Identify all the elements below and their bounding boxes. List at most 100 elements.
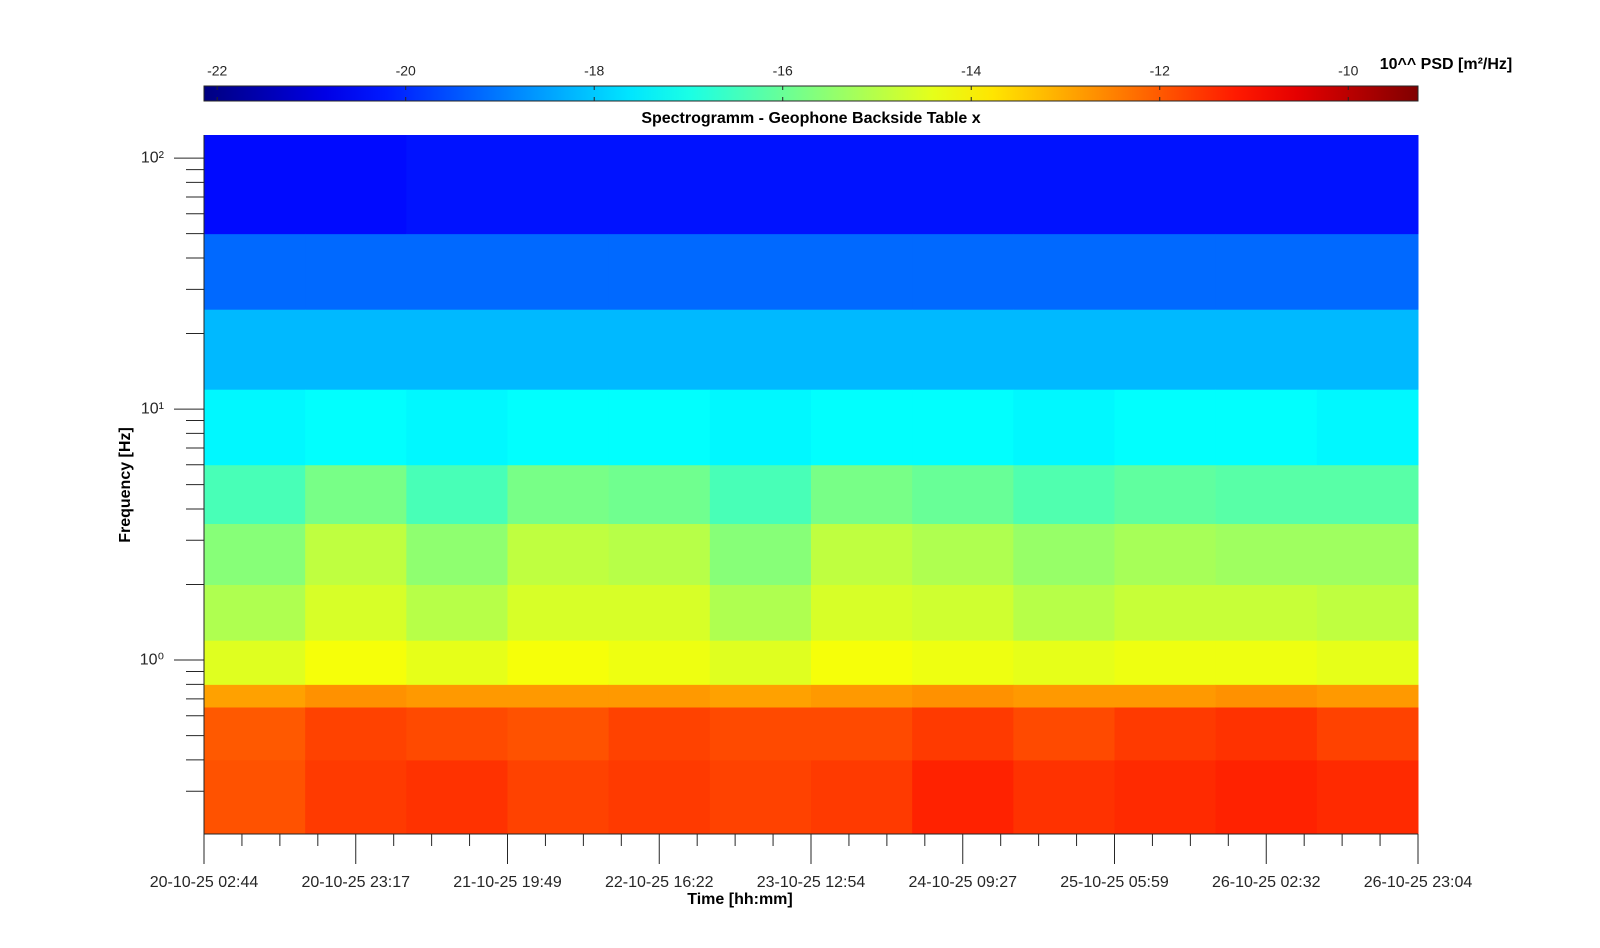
heatmap-cell — [305, 706, 407, 761]
heatmap-cell — [1215, 640, 1318, 685]
heatmap-cell — [912, 233, 1014, 310]
heatmap-cell — [608, 233, 711, 310]
chart-title: Spectrogramm - Geophone Backside Table x — [641, 110, 980, 127]
heatmap-cell — [305, 389, 407, 466]
heatmap-cell — [709, 135, 812, 235]
heatmap-cell — [709, 640, 812, 685]
heatmap-cell — [305, 759, 407, 835]
heatmap-cell — [305, 523, 407, 585]
heatmap-cell — [204, 389, 306, 466]
heatmap-cell — [406, 309, 508, 390]
heatmap-cell — [305, 584, 407, 641]
heatmap-cell — [608, 389, 711, 466]
colorbar-tick-label: -22 — [207, 63, 227, 79]
heatmap-cell — [912, 640, 1014, 685]
heatmap-cell — [507, 233, 610, 310]
heatmap-cell — [1316, 640, 1419, 685]
heatmap-cell — [1114, 233, 1217, 310]
heatmap-cell — [1013, 464, 1115, 524]
heatmap-cell — [507, 523, 610, 585]
heatmap-cell — [406, 523, 508, 585]
x-tick-label: 21-10-25 19:49 — [453, 874, 562, 891]
heatmap-cell — [507, 584, 610, 641]
heatmap-cell — [1316, 706, 1419, 761]
heatmap-cell — [406, 135, 508, 235]
heatmap-cell — [406, 464, 508, 524]
heatmap-cell — [1215, 233, 1318, 310]
heatmap-cell — [1013, 309, 1115, 390]
heatmap-cell — [1316, 759, 1419, 835]
heatmap-cell — [1114, 309, 1217, 390]
colorbar-tick-label: -14 — [961, 63, 981, 79]
heatmap-cell — [1316, 309, 1419, 390]
colorbar-tick-label: -12 — [1150, 63, 1170, 79]
heatmap-cell — [1013, 584, 1115, 641]
heatmap-cell — [1316, 389, 1419, 466]
heatmap-cell — [1114, 759, 1217, 835]
heatmap-cell — [406, 389, 508, 466]
heatmap-cell — [1215, 523, 1318, 585]
heatmap-cell — [709, 309, 812, 390]
heatmap-cell — [305, 464, 407, 524]
x-tick-label: 20-10-25 02:44 — [150, 874, 259, 891]
heatmap-cell — [912, 389, 1014, 466]
heatmap-cell — [709, 759, 812, 835]
heatmap-cell — [709, 233, 812, 310]
heatmap-cell — [406, 584, 508, 641]
heatmap-cell — [305, 135, 407, 235]
heatmap-cell — [1114, 584, 1217, 641]
heatmap-cell — [709, 584, 812, 641]
colorbar-tick-label: -18 — [584, 63, 604, 79]
heatmap-cell — [507, 684, 610, 708]
x-tick-label: 26-10-25 02:32 — [1212, 874, 1321, 891]
heatmap-cell — [1013, 523, 1115, 585]
heatmap-cell — [1215, 584, 1318, 641]
heatmap-cell — [1316, 233, 1419, 310]
heatmap-cell — [507, 389, 610, 466]
heatmap-cell — [811, 135, 913, 235]
colorbar-tick-label: -10 — [1338, 63, 1358, 79]
x-tick-label: 22-10-25 16:22 — [605, 874, 714, 891]
heatmap-cell — [1114, 523, 1217, 585]
heatmap-cell — [709, 684, 812, 708]
heatmap-cell — [811, 684, 913, 708]
heatmap-cell — [709, 389, 812, 466]
y-tick-label: 10² — [141, 149, 165, 166]
heatmap-cell — [1114, 389, 1217, 466]
heatmap-cell — [811, 389, 913, 466]
x-tick-label: 24-10-25 09:27 — [908, 874, 1017, 891]
heatmap-cell — [507, 464, 610, 524]
heatmap-cell — [709, 464, 812, 524]
heatmap-cell — [811, 523, 913, 585]
heatmap-cell — [912, 684, 1014, 708]
heatmap-cell — [204, 759, 306, 835]
heatmap-cell — [608, 584, 711, 641]
heatmap-cell — [1013, 706, 1115, 761]
heatmap-cell — [305, 309, 407, 390]
heatmap-cell — [1013, 759, 1115, 835]
heatmap-cell — [204, 464, 306, 524]
y-axis-label: Frequency [Hz] — [117, 427, 134, 543]
heatmap-cell — [811, 640, 913, 685]
heatmap-cell — [811, 309, 913, 390]
heatmap-cell — [1316, 584, 1419, 641]
heatmap-cell — [608, 759, 711, 835]
heatmap-cell — [1114, 464, 1217, 524]
heatmap-cell — [507, 640, 610, 685]
heatmap-cell — [204, 640, 306, 685]
colorbar-label: 10^^ PSD [m²/Hz] — [1380, 56, 1512, 73]
heatmap-cell — [1013, 135, 1115, 235]
heatmap-cell — [608, 523, 711, 585]
heatmap-cell — [912, 309, 1014, 390]
heatmap-cell — [1316, 684, 1419, 708]
heatmap-cell — [305, 640, 407, 685]
heatmap-cell — [1114, 135, 1217, 235]
heatmap-cell — [912, 523, 1014, 585]
x-axis-label: Time [hh:mm] — [687, 891, 792, 908]
heatmap-cell — [709, 706, 812, 761]
heatmap-cell — [608, 684, 711, 708]
heatmap-cell — [406, 233, 508, 310]
heatmap-cell — [1316, 523, 1419, 585]
heatmap-cell — [1114, 684, 1217, 708]
